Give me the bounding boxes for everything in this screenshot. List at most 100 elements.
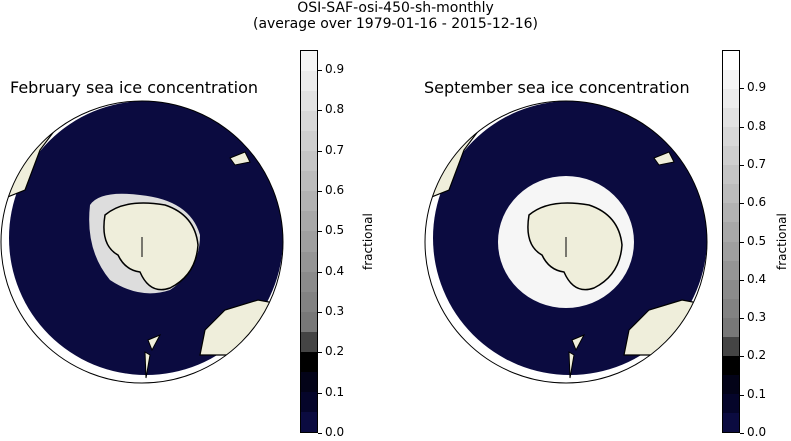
map-panel-1 xyxy=(424,100,708,384)
colorbar-tick xyxy=(318,312,322,314)
colorbar-february xyxy=(300,50,318,433)
colorbar-segment xyxy=(723,51,739,71)
colorbar-segment xyxy=(723,146,739,166)
colorbar-september xyxy=(722,50,740,433)
colorbar-tick xyxy=(318,271,322,273)
colorbar-tick-label: 0.3 xyxy=(747,310,767,325)
colorbar-label-september: fractional xyxy=(775,213,789,270)
colorbar-label-february: fractional xyxy=(361,213,375,270)
map-boundary xyxy=(424,100,708,384)
colorbar-tick xyxy=(740,279,744,281)
colorbar-segment xyxy=(723,374,739,394)
colorbar-segment xyxy=(301,411,317,432)
colorbar-tick-label: 0.7 xyxy=(325,142,345,157)
land-antarctica xyxy=(103,202,199,291)
colorbar-segment xyxy=(301,191,317,212)
colorbar-segment xyxy=(723,70,739,90)
colorbar-tick-label: 0.5 xyxy=(325,223,345,238)
map-content xyxy=(425,101,707,383)
colorbar-segment xyxy=(301,371,317,392)
colorbar-tick-label: 0.7 xyxy=(747,156,767,171)
colorbar-segment xyxy=(723,317,739,337)
colorbar-tick xyxy=(318,231,322,233)
colorbar-tick-label: 0.4 xyxy=(747,271,767,286)
colorbar-segment xyxy=(301,231,317,252)
colorbar-segment xyxy=(723,260,739,280)
colorbar-tick xyxy=(318,433,322,434)
colorbar-tick-label: 0.9 xyxy=(325,62,345,77)
colorbar-tick xyxy=(318,110,322,112)
colorbar-segment xyxy=(301,251,317,272)
colorbar-segment xyxy=(301,311,317,332)
colorbar-tick xyxy=(740,318,744,320)
colorbar-tick-label: 0.1 xyxy=(325,384,345,399)
colorbar-tick xyxy=(740,241,744,243)
figure-subtitle: (average over 1979-01-16 - 2015-12-16) xyxy=(252,16,539,32)
colorbar-segment xyxy=(301,271,317,292)
colorbar-segment xyxy=(723,241,739,261)
colorbar-tick xyxy=(740,356,744,358)
colorbar-tick xyxy=(318,70,322,72)
colorbar-segment xyxy=(301,71,317,92)
colorbar-segment xyxy=(301,91,317,112)
colorbar-tick-label: 0.6 xyxy=(747,195,767,210)
colorbar-segment xyxy=(723,108,739,128)
colorbar-segment xyxy=(301,291,317,312)
colorbar-segment xyxy=(723,279,739,299)
colorbar-tick-label: 0.8 xyxy=(747,118,767,133)
land-africa xyxy=(229,151,251,166)
colorbar-segment xyxy=(301,211,317,232)
map-boundary xyxy=(0,100,284,384)
colorbar-segment xyxy=(301,391,317,412)
colorbar-segment xyxy=(723,89,739,109)
colorbar-segment xyxy=(723,165,739,185)
colorbar-tick-label: 0.5 xyxy=(747,233,767,248)
map-panel-0 xyxy=(0,100,284,384)
colorbar-segment xyxy=(723,355,739,375)
land-africa xyxy=(653,151,675,166)
colorbar-tick xyxy=(740,164,744,166)
colorbar-segment xyxy=(301,331,317,352)
colorbar-segment xyxy=(723,222,739,242)
colorbar-tick-label: 0.8 xyxy=(325,102,345,117)
colorbar-tick-label: 0.2 xyxy=(747,348,767,363)
colorbar-segment xyxy=(723,412,739,432)
colorbar-tick-label: 0.9 xyxy=(747,80,767,95)
land-antarctica xyxy=(527,202,623,291)
colorbar-tick xyxy=(740,394,744,396)
colorbar-segment xyxy=(301,51,317,72)
colorbar-tick-label: 0.2 xyxy=(325,344,345,359)
colorbar-segment xyxy=(723,127,739,147)
colorbar-tick xyxy=(740,203,744,205)
colorbar-segment xyxy=(301,351,317,372)
land-new-zealand xyxy=(144,334,162,379)
colorbar-segment xyxy=(723,393,739,413)
colorbar-tick-label: 0.3 xyxy=(325,304,345,319)
colorbar-tick xyxy=(740,88,744,90)
colorbar-tick xyxy=(318,352,322,354)
colorbar-segment xyxy=(301,151,317,172)
colorbar-tick-label: 0.0 xyxy=(325,425,345,439)
figure-title: OSI-SAF-osi-450-sh-monthly xyxy=(297,0,494,16)
colorbar-tick-label: 0.0 xyxy=(747,425,767,439)
colorbar-tick xyxy=(318,392,322,394)
colorbar-tick xyxy=(740,433,744,434)
colorbar-segment xyxy=(723,298,739,318)
panel-title-september: September sea ice concentration xyxy=(424,78,690,97)
panel-title-february: February sea ice concentration xyxy=(10,78,259,97)
land-new-zealand xyxy=(568,334,586,379)
colorbar-tick-label: 0.1 xyxy=(747,386,767,401)
colorbar-tick-label: 0.6 xyxy=(325,183,345,198)
colorbar-tick xyxy=(740,126,744,128)
colorbar-tick-label: 0.4 xyxy=(325,263,345,278)
colorbar-segment xyxy=(301,171,317,192)
colorbar-tick xyxy=(318,191,322,193)
colorbar-segment xyxy=(723,184,739,204)
colorbar-segment xyxy=(723,203,739,223)
colorbar-segment xyxy=(301,111,317,132)
colorbar-segment xyxy=(301,131,317,152)
colorbar-tick xyxy=(318,150,322,152)
colorbar-segment xyxy=(723,336,739,356)
